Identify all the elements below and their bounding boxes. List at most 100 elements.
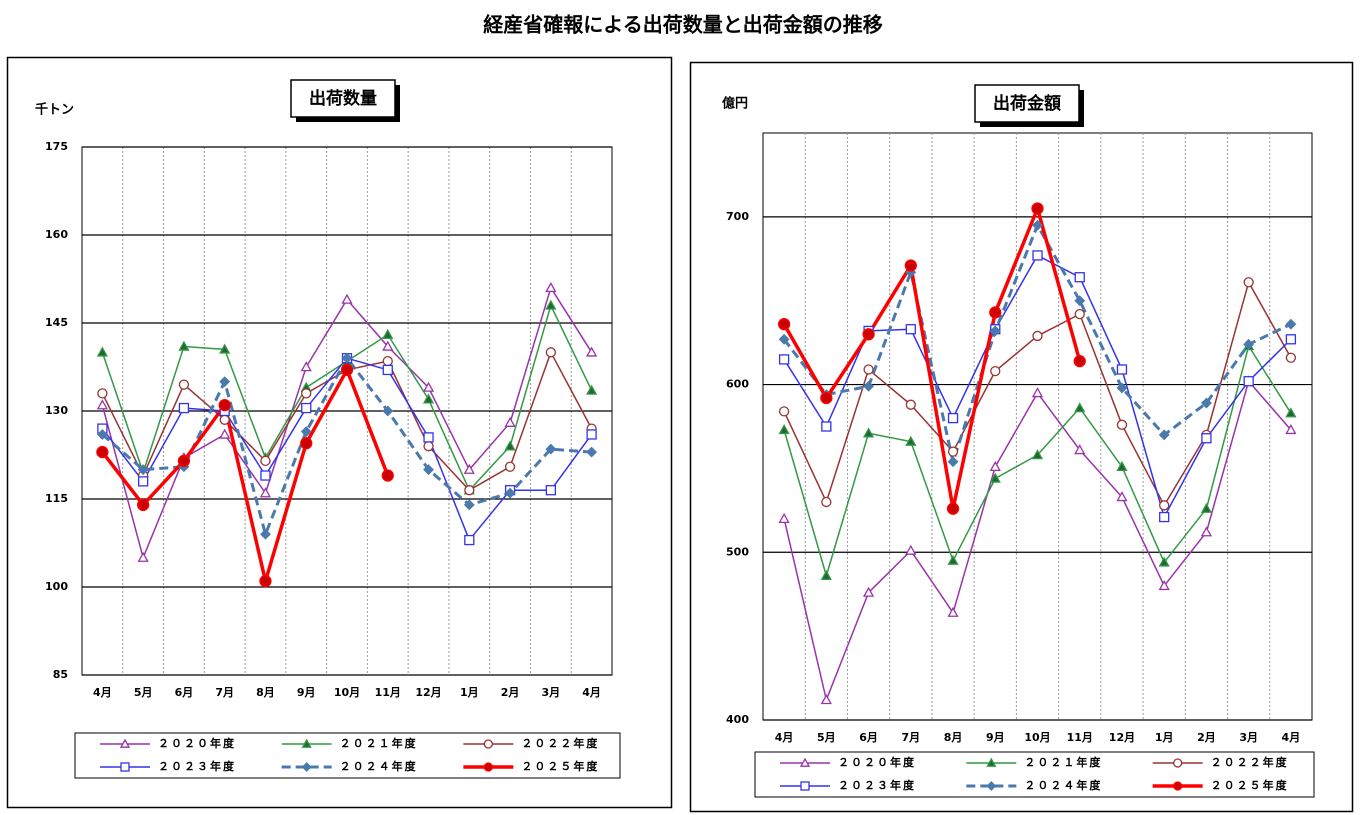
marker (301, 402, 312, 414)
y-tick-label: 130 (45, 404, 68, 417)
marker (96, 445, 109, 459)
marker (545, 485, 556, 496)
marker (778, 406, 790, 417)
x-tick-label: 12月 (1109, 731, 1135, 744)
y-unit: 億円 (722, 96, 748, 112)
marker (138, 476, 149, 487)
marker (96, 346, 108, 357)
x-tick-label: 3月 (542, 686, 561, 699)
x-tick-label: 2月 (1197, 731, 1216, 744)
marker (96, 399, 108, 410)
marker (1032, 250, 1043, 261)
marker (1158, 579, 1170, 591)
marker (1285, 334, 1297, 345)
marker (1074, 272, 1085, 283)
y-tick-label: 100 (45, 580, 68, 593)
marker (545, 299, 557, 310)
marker (381, 469, 394, 482)
marker (504, 416, 516, 427)
marker (778, 333, 790, 345)
marker (300, 361, 312, 372)
main-title: 経産省確報による出荷数量と出荷金額の推移 (483, 13, 882, 37)
marker (341, 352, 353, 364)
legend-marker (986, 757, 997, 767)
x-tick-label: 4月 (775, 731, 794, 744)
marker (820, 391, 833, 405)
marker (778, 354, 790, 365)
marker (1032, 330, 1043, 342)
legend-label: ２０２３年度 (158, 759, 236, 773)
marker (820, 569, 832, 581)
marker (862, 328, 875, 341)
marker (382, 364, 393, 376)
legend-label: ２０２２年度 (521, 736, 599, 750)
marker (1031, 202, 1044, 215)
marker (341, 293, 353, 304)
x-tick-label: 6月 (859, 731, 878, 744)
marker (989, 472, 1001, 483)
y-tick-label: 115 (45, 492, 68, 505)
marker (989, 460, 1001, 472)
marker (1285, 352, 1297, 363)
x-tick-label: 7月 (901, 731, 920, 744)
marker (1116, 460, 1128, 472)
marker (545, 281, 557, 293)
marker (1031, 449, 1044, 460)
marker (382, 355, 393, 367)
marker (259, 574, 272, 588)
marker (1200, 502, 1213, 513)
marker (905, 324, 916, 335)
marker (219, 414, 230, 425)
legend-box (74, 732, 621, 779)
marker (989, 306, 1002, 319)
marker (178, 402, 190, 414)
marker (778, 512, 790, 523)
marker (1074, 444, 1086, 455)
marker (422, 393, 435, 404)
legend-label: ２０２４年度 (1024, 778, 1102, 792)
x-tick-label: 11月 (1067, 731, 1093, 744)
marker (863, 364, 874, 375)
legend-label: ２０２４年度 (340, 759, 418, 773)
marker (97, 388, 108, 399)
marker (1031, 387, 1044, 398)
y-tick-label: 85 (53, 668, 68, 681)
legend-marker (800, 781, 810, 791)
marker (989, 325, 1001, 337)
marker (178, 379, 190, 390)
marker (219, 428, 231, 439)
marker (504, 487, 516, 499)
marker (260, 470, 271, 481)
marker (260, 455, 271, 467)
marker (821, 496, 832, 508)
marker (586, 429, 597, 440)
marker (947, 606, 959, 617)
title-box (974, 84, 1080, 123)
x-tick-label: 9月 (297, 686, 316, 699)
x-tick-label: 1月 (1155, 731, 1174, 744)
marker (504, 440, 516, 451)
chart-title: 出荷金額 (993, 93, 1061, 114)
marker (905, 544, 917, 555)
marker (1285, 424, 1297, 435)
marker (947, 412, 959, 424)
marker (219, 343, 231, 354)
y-tick-label: 145 (45, 316, 68, 329)
marker (1074, 308, 1085, 320)
marker (1074, 402, 1086, 413)
y-tick-label: 700 (726, 210, 749, 223)
marker (777, 318, 791, 331)
marker (423, 432, 434, 443)
x-tick-label: 11月 (375, 686, 401, 699)
marker (382, 405, 394, 417)
series-line (100, 368, 390, 583)
marker (463, 499, 475, 511)
marker (463, 463, 475, 474)
panel-frame (689, 61, 1354, 813)
legend-label: ２０２３年度 (838, 778, 916, 792)
y-tick-label: 500 (726, 545, 749, 558)
legend-label: ２０２１年度 (340, 736, 418, 750)
marker (219, 376, 231, 388)
marker (947, 456, 959, 468)
marker (947, 554, 959, 565)
